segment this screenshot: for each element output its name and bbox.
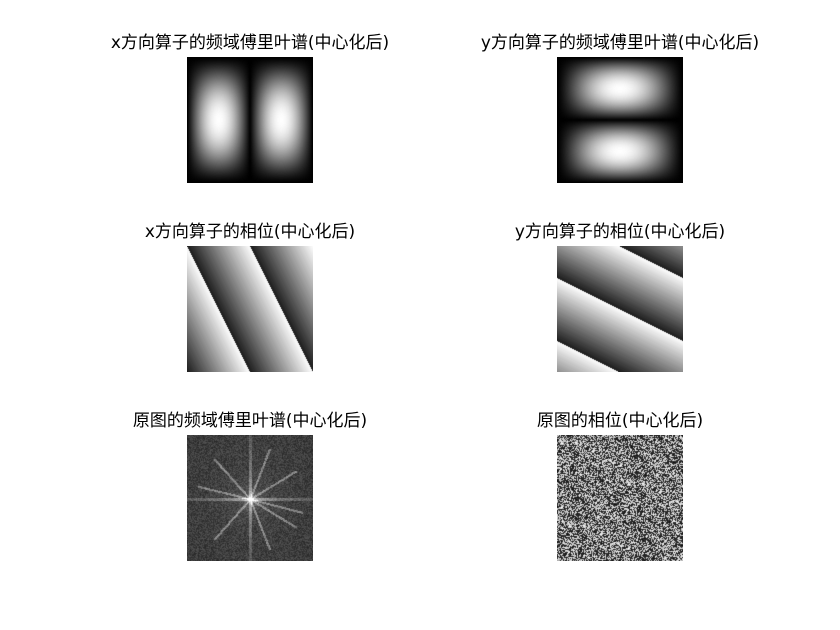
panel-title-original-spectrum: 原图的频域傅里叶谱(中心化后): [132, 411, 368, 431]
panel-title-y-spectrum: y方向算子的频域傅里叶谱(中心化后): [480, 33, 760, 53]
x-operator-phase-image: [187, 246, 313, 372]
panel-title-x-phase: x方向算子的相位(中心化后): [144, 222, 356, 242]
panel-title-y-phase: y方向算子的相位(中心化后): [514, 222, 726, 242]
y-operator-spectrum-image: [557, 57, 683, 183]
panel-title-original-phase: 原图的相位(中心化后): [536, 411, 704, 431]
panel-title-x-spectrum: x方向算子的频域傅里叶谱(中心化后): [110, 33, 390, 53]
x-operator-spectrum-image: [187, 57, 313, 183]
original-spectrum-image: [187, 435, 313, 561]
y-operator-phase-image: [557, 246, 683, 372]
original-phase-image: [557, 435, 683, 561]
